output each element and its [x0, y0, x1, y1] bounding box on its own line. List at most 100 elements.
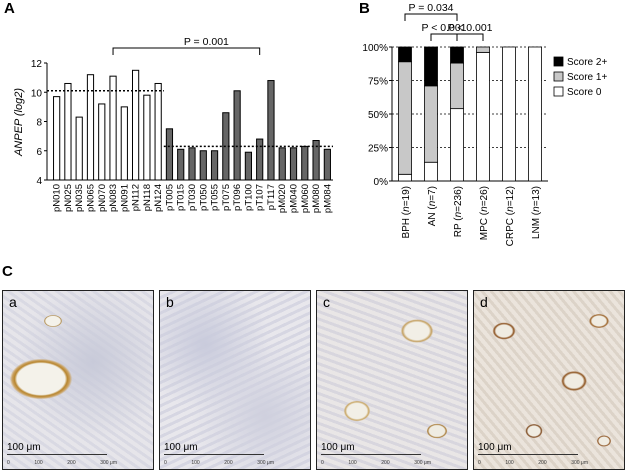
bar-segment-Score 2+ — [450, 46, 464, 64]
x-tick-label: pN070 — [97, 184, 108, 212]
x-tick-label: RP (n=236) — [453, 186, 464, 237]
y-tick-label: 100% — [362, 43, 388, 54]
bar-pN091 — [120, 106, 128, 181]
y-tick-label: 8 — [36, 118, 42, 129]
bar-pT107 — [256, 138, 264, 181]
significance-bracket — [430, 33, 458, 41]
x-tick-label: pM020 — [277, 184, 288, 213]
panel-c-label: C — [2, 263, 13, 280]
chart-a-ylabel: ANPEP (log2) — [13, 88, 25, 157]
bar-pT100 — [244, 151, 253, 181]
x-tick-label: pN025 — [63, 184, 74, 212]
micrograph-label: b — [166, 294, 174, 310]
bar-pT117 — [267, 80, 275, 181]
legend-label: Score 2+ — [567, 57, 607, 68]
y-tick-label: 6 — [36, 147, 42, 158]
bar-pM080 — [312, 140, 320, 181]
x-tick-label: pM040 — [289, 184, 300, 213]
bar-pT096 — [233, 90, 241, 181]
x-tick-label: pT005 — [164, 184, 175, 211]
bar-pN010 — [53, 96, 61, 181]
p-value-label: P < 0.001 — [447, 22, 492, 34]
legend-label: Score 0 — [567, 87, 602, 98]
x-tick-label: pT096 — [232, 184, 243, 211]
scale-bar: 100 μm 0 100 200 300 μm — [478, 442, 588, 466]
x-tick-label: pN091 — [119, 184, 130, 212]
x-tick-label: pN035 — [74, 184, 85, 212]
x-tick-label: pT107 — [255, 184, 266, 211]
bar-segment-Score 2+ — [398, 46, 412, 63]
micrograph-d: d 100 μm 0 100 200 300 μm — [473, 290, 625, 470]
x-tick-label: pN065 — [85, 184, 96, 212]
significance-bracket — [404, 13, 458, 21]
bar-segment-Score 1+ — [424, 85, 438, 163]
bar-pN124 — [154, 82, 162, 181]
y-tick-label: 25% — [368, 144, 388, 155]
x-tick-label: pN083 — [108, 184, 119, 212]
x-tick-label: pN112 — [131, 184, 142, 211]
bar-segment-Score 1+ — [398, 61, 412, 175]
bar-segment-Score 1+ — [450, 62, 464, 110]
x-tick-label: pT055 — [210, 184, 221, 211]
x-tick-label: pM060 — [300, 184, 311, 213]
x-tick-label: MPC (n=26) — [479, 186, 490, 240]
y-tick-label: 10 — [31, 88, 43, 99]
x-tick-label: AN (n=7) — [427, 186, 438, 226]
micrograph-c: c 100 μm 0 100 200 300 μm — [316, 290, 468, 470]
bar-segment-Score 0 — [502, 46, 516, 182]
micrograph-b: b 100 μm 0 100 200 300 μm — [159, 290, 311, 470]
y-tick-label: 4 — [36, 176, 42, 187]
legend-label: Score 1+ — [567, 72, 607, 83]
bar-pT015 — [177, 148, 185, 181]
x-tick-label: pT015 — [176, 184, 187, 211]
y-tick-label: 0% — [374, 177, 389, 188]
bar-pT005 — [165, 128, 174, 181]
bar-pN070 — [98, 103, 106, 181]
micrograph-label: d — [480, 294, 488, 310]
y-tick-label: 75% — [368, 77, 388, 88]
x-tick-label: pM080 — [311, 184, 322, 213]
x-tick-label: pN118 — [142, 184, 153, 211]
x-tick-label: pM084 — [322, 184, 333, 213]
bar-pM084 — [323, 148, 331, 181]
y-tick-label: 50% — [368, 110, 388, 121]
bar-segment-Score 0 — [424, 161, 438, 182]
bar-pM040 — [289, 147, 298, 181]
bar-pN112 — [131, 69, 140, 181]
legend-swatch — [553, 56, 564, 67]
bar-pM060 — [301, 145, 309, 181]
x-tick-label: pN124 — [153, 184, 164, 212]
significance-bracket — [456, 33, 484, 41]
micrograph-label: a — [9, 294, 17, 310]
p-value-label: P = 0.001 — [184, 36, 229, 48]
bar-pN083 — [109, 75, 117, 181]
y-tick-label: 12 — [31, 59, 43, 70]
x-tick-label: pT030 — [187, 184, 198, 211]
bar-pN118 — [143, 94, 151, 181]
bar-pN065 — [86, 74, 95, 181]
p-value-label: P < 0.001 — [421, 22, 466, 34]
panel-a-label: A — [4, 0, 15, 17]
bar-pN025 — [64, 82, 72, 181]
legend-swatch — [553, 86, 564, 97]
scale-bar: 100 μm 0 100 200 300 μm — [7, 442, 117, 466]
p-value-label: P = 0.034 — [408, 2, 453, 14]
chart-a-anpep-expression: ANPEP (log2) 4 6 8 10 12 pN010 pN025 pN035 pN065… — [13, 36, 333, 213]
bar-segment-Score 0 — [450, 108, 464, 182]
x-tick-label: pN010 — [52, 184, 63, 212]
scale-bar: 100 μm 0 100 200 300 μm — [164, 442, 274, 466]
bar-pT050 — [199, 150, 207, 181]
x-tick-label: CRPC (n=12) — [505, 186, 516, 246]
bar-pN035 — [75, 116, 83, 181]
bar-pT030 — [188, 147, 196, 181]
significance-bracket — [112, 47, 261, 55]
bar-segment-Score 0 — [476, 51, 490, 182]
x-tick-label: pT075 — [221, 184, 232, 211]
bar-segment-Score 2+ — [424, 46, 438, 87]
x-tick-label: BPH (n=19) — [401, 186, 412, 239]
x-tick-label: pT117 — [266, 184, 277, 210]
bar-segment-Score 0 — [528, 46, 542, 182]
bar-pM020 — [278, 147, 286, 181]
legend-swatch — [553, 71, 564, 82]
x-tick-label: LNM (n=13) — [531, 186, 542, 239]
